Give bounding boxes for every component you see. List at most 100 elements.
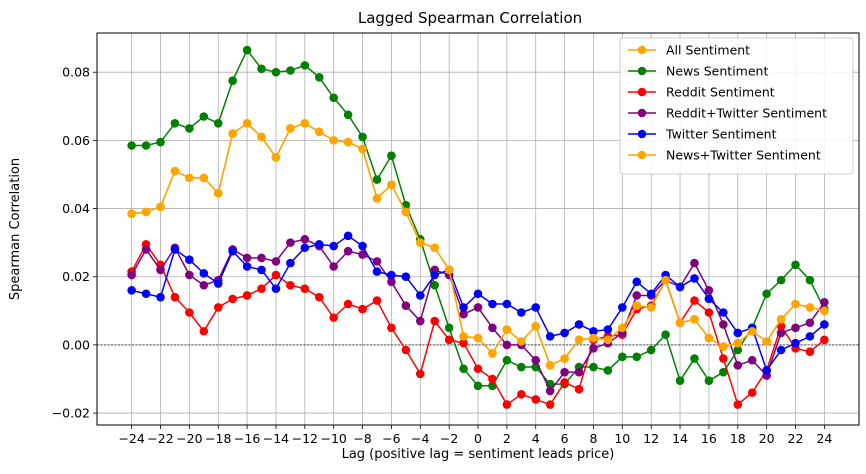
data-point — [805, 332, 815, 341]
data-point — [661, 330, 670, 339]
data-point — [430, 316, 440, 326]
legend-label: Reddit+Twitter Sentiment — [666, 106, 827, 121]
data-point — [747, 326, 757, 336]
legend-label: Twitter Sentiment — [665, 127, 777, 142]
data-point — [430, 243, 440, 253]
data-point — [459, 309, 468, 319]
x-tick-label: −20 — [176, 431, 202, 446]
series-group — [127, 45, 829, 391]
data-point — [127, 286, 136, 295]
data-point — [156, 292, 165, 302]
series-group — [127, 231, 829, 375]
data-point — [805, 318, 815, 328]
legend-marker — [637, 66, 647, 76]
data-point — [415, 316, 425, 326]
data-point — [618, 323, 627, 333]
data-point — [170, 166, 180, 176]
y-axis-ticks: −0.02 0.00 0.02 0.04 0.06 0.08 — [52, 65, 97, 421]
data-point — [329, 262, 338, 271]
x-tick-label: −24 — [118, 431, 144, 446]
data-point — [358, 132, 367, 142]
data-point — [199, 269, 209, 278]
data-point — [502, 325, 512, 334]
data-point — [387, 277, 396, 287]
data-point — [762, 337, 771, 346]
series-group — [127, 234, 829, 396]
x-tick-label: −12 — [292, 431, 318, 446]
data-point — [733, 345, 743, 355]
data-point — [213, 119, 223, 128]
data-point — [502, 400, 512, 409]
data-point — [488, 299, 497, 309]
data-point — [170, 119, 180, 128]
data-point — [473, 364, 483, 374]
data-point — [574, 384, 584, 394]
x-tick-label: 16 — [701, 431, 717, 446]
data-point — [185, 124, 194, 133]
data-point — [632, 352, 642, 362]
data-point — [314, 240, 324, 249]
data-point — [805, 275, 815, 285]
data-point — [762, 366, 771, 375]
data-point — [372, 175, 382, 184]
data-point — [170, 245, 180, 254]
x-tick-label: −8 — [353, 431, 371, 446]
data-point — [733, 328, 743, 338]
data-point — [675, 376, 685, 385]
data-point — [387, 151, 396, 161]
data-point — [185, 308, 194, 317]
data-point — [459, 303, 468, 312]
legend-label: All Sentiment — [666, 43, 750, 58]
data-point — [545, 361, 555, 370]
data-point — [199, 326, 209, 336]
data-point — [286, 238, 295, 247]
x-tick-label: −6 — [382, 431, 400, 446]
data-point — [632, 291, 642, 300]
data-point — [531, 321, 541, 331]
data-point — [747, 388, 757, 397]
data-point — [545, 386, 555, 396]
data-point — [242, 119, 252, 128]
data-point — [372, 257, 382, 266]
data-point — [733, 338, 743, 348]
data-point — [228, 294, 237, 304]
data-point — [704, 308, 714, 317]
data-point — [286, 124, 295, 133]
data-point — [589, 362, 598, 372]
data-point — [213, 188, 223, 198]
y-tick-label: −0.02 — [52, 406, 90, 421]
data-point — [776, 315, 786, 324]
data-point — [618, 303, 627, 312]
data-point — [488, 323, 497, 333]
data-point — [690, 354, 699, 363]
data-point — [517, 308, 526, 317]
data-point — [444, 323, 454, 333]
data-point — [358, 241, 367, 251]
y-tick-label: 0.00 — [62, 337, 90, 352]
x-tick-label: −18 — [205, 431, 231, 446]
data-point — [358, 304, 367, 314]
data-point — [329, 313, 338, 322]
data-point — [156, 265, 165, 275]
data-point — [127, 141, 136, 150]
x-tick-label: −22 — [147, 431, 173, 446]
data-point — [776, 275, 786, 285]
data-point — [415, 369, 425, 379]
data-point — [242, 262, 252, 271]
data-point — [589, 333, 598, 343]
data-point — [632, 277, 642, 287]
data-point — [473, 381, 483, 391]
data-point — [719, 308, 728, 317]
data-point — [185, 173, 194, 183]
chart-title: Lagged Spearman Correlation — [358, 9, 582, 27]
data-point — [791, 338, 800, 348]
data-point — [791, 323, 800, 333]
data-point — [473, 333, 483, 343]
data-point — [286, 258, 295, 268]
data-point — [517, 390, 526, 399]
data-point — [690, 258, 699, 268]
data-point — [401, 345, 411, 355]
legend: All Sentiment News Sentiment Reddit Sentim… — [619, 37, 854, 175]
y-axis-label: Spearman Correlation — [8, 158, 23, 300]
